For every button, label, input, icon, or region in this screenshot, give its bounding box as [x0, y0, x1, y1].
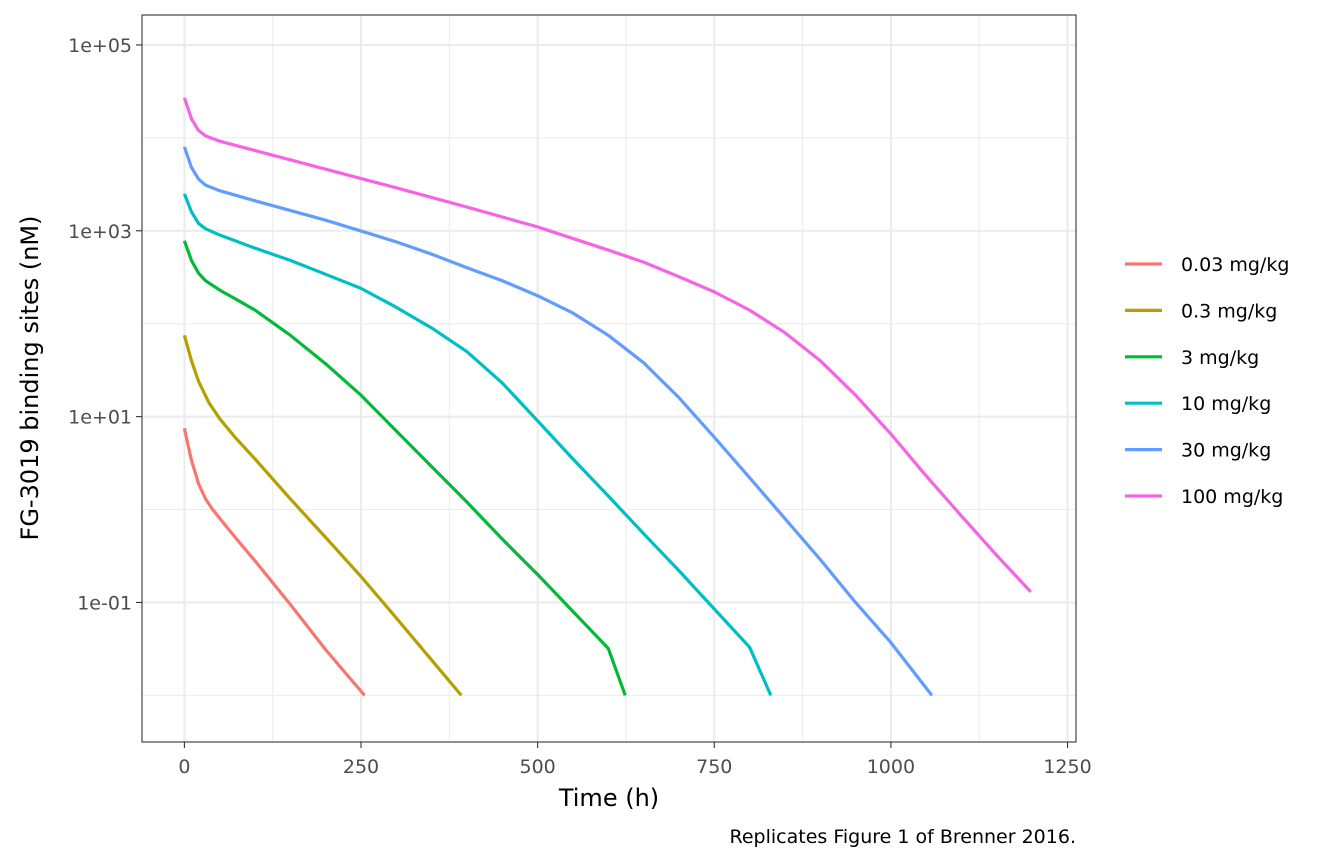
x-axis: 0 250 500 750 1000 1250	[178, 742, 1092, 778]
legend: 0.03 mg/kg 0.3 mg/kg 3 mg/kg 10 mg/kg 30 mg/…	[1125, 254, 1289, 508]
legend-label: 10 mg/kg	[1181, 393, 1271, 415]
series-line	[182, 97, 1032, 593]
legend-label: 30 mg/kg	[1181, 440, 1271, 462]
legend-label: 3 mg/kg	[1181, 347, 1259, 369]
x-tick-label: 1000	[867, 756, 915, 778]
series-lines	[182, 97, 1032, 697]
x-axis-title: Time (h)	[558, 784, 659, 812]
plot-panel-border	[141, 14, 1077, 743]
series-line	[182, 146, 934, 697]
y-axis: 1e-01 1e+01 1e+03 1e+05	[68, 35, 142, 614]
series-line	[182, 427, 366, 697]
x-tick-label: 750	[696, 756, 732, 778]
x-tick-label: 500	[520, 756, 556, 778]
minor-gridlines	[142, 15, 1076, 742]
chart-caption: Replicates Figure 1 of Brenner 2016.	[730, 826, 1077, 848]
x-tick-label: 250	[343, 756, 379, 778]
y-axis-title: FG-3019 binding sites (nM)	[16, 216, 44, 541]
legend-label: 0.03 mg/kg	[1181, 254, 1289, 276]
series-line	[182, 240, 627, 696]
y-tick-label: 1e+01	[68, 407, 132, 429]
plot-panel	[142, 15, 1076, 742]
major-gridlines	[142, 15, 1076, 742]
y-tick-label: 1e-01	[77, 592, 132, 614]
legend-label: 100 mg/kg	[1181, 486, 1283, 508]
legend-label: 0.3 mg/kg	[1181, 300, 1277, 322]
y-tick-label: 1e+05	[68, 35, 132, 57]
series-line	[182, 193, 773, 697]
y-tick-label: 1e+03	[68, 221, 132, 243]
x-tick-label: 0	[178, 756, 190, 778]
x-tick-label: 1250	[1043, 756, 1091, 778]
series-line	[182, 334, 463, 697]
